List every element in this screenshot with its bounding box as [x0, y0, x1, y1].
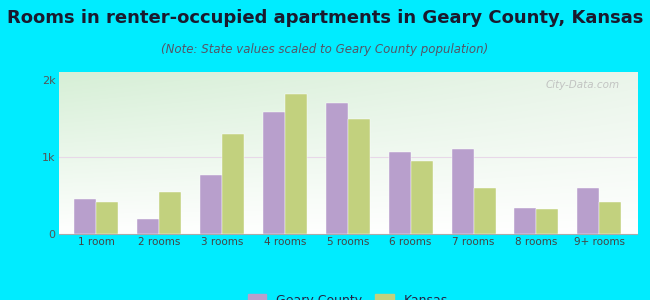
Bar: [514, 208, 536, 234]
Legend: Geary County, Kansas: Geary County, Kansas: [242, 289, 453, 300]
Bar: [222, 134, 244, 234]
Bar: [96, 202, 118, 234]
Bar: [263, 112, 285, 234]
Bar: [599, 202, 621, 234]
Bar: [348, 119, 370, 234]
Bar: [285, 94, 307, 234]
Text: (Note: State values scaled to Geary County population): (Note: State values scaled to Geary Coun…: [161, 44, 489, 56]
Bar: [577, 188, 599, 234]
Bar: [159, 192, 181, 234]
Bar: [411, 161, 433, 234]
Bar: [452, 149, 473, 234]
Bar: [74, 199, 96, 234]
Text: City-Data.com: City-Data.com: [545, 80, 619, 90]
Text: Rooms in renter-occupied apartments in Geary County, Kansas: Rooms in renter-occupied apartments in G…: [6, 9, 644, 27]
Bar: [326, 103, 348, 234]
Bar: [473, 188, 495, 234]
Bar: [137, 219, 159, 234]
Bar: [389, 152, 411, 234]
Bar: [200, 176, 222, 234]
Bar: [536, 209, 558, 234]
